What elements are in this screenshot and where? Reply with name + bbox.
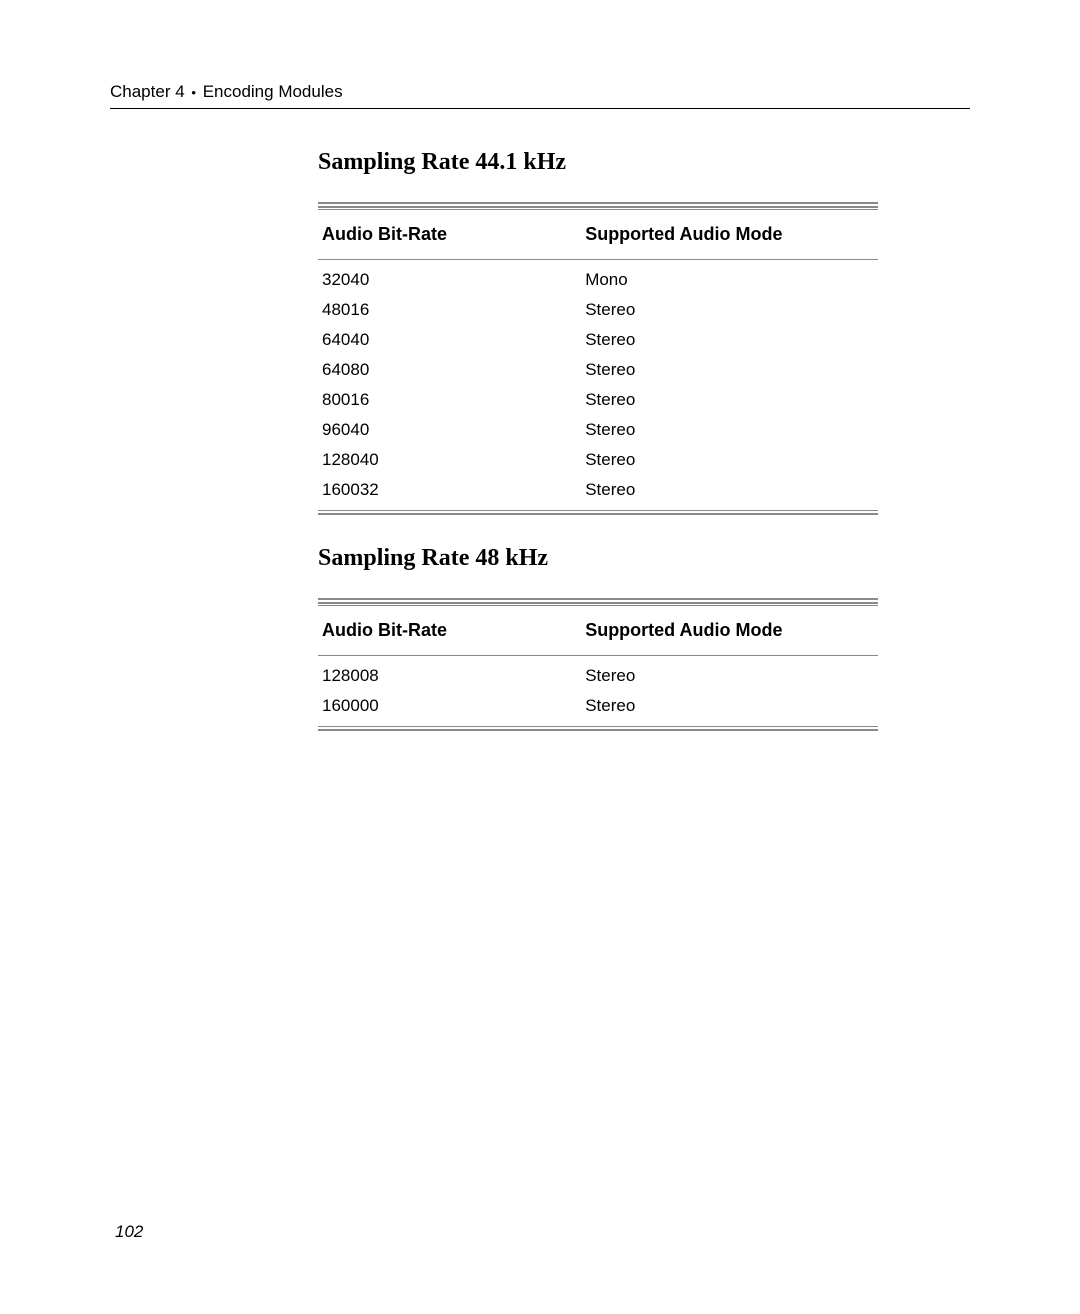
table-inner-48: Audio Bit-Rate Supported Audio Mode 1280… (318, 602, 878, 727)
cell-bitrate: 32040 (318, 260, 581, 296)
col-header-mode: Supported Audio Mode (581, 605, 878, 656)
page-number: 102 (115, 1222, 143, 1242)
page: Chapter 4 • Encoding Modules Sampling Ra… (0, 0, 1080, 1314)
table-row: 80016Stereo (318, 385, 878, 415)
cell-bitrate: 160032 (318, 475, 581, 510)
table-row: 64040Stereo (318, 325, 878, 355)
cell-bitrate: 128008 (318, 656, 581, 692)
table-header-row: Audio Bit-Rate Supported Audio Mode (318, 605, 878, 656)
cell-mode: Stereo (581, 445, 878, 475)
cell-bitrate: 96040 (318, 415, 581, 445)
table-row: 160000Stereo (318, 691, 878, 726)
cell-mode: Stereo (581, 355, 878, 385)
col-header-mode: Supported Audio Mode (581, 209, 878, 260)
table-wrap-48: Audio Bit-Rate Supported Audio Mode 1280… (318, 598, 878, 731)
cell-mode: Stereo (581, 691, 878, 726)
table-inner-44: Audio Bit-Rate Supported Audio Mode 3204… (318, 206, 878, 511)
section-title-48: Sampling Rate 48 kHz (318, 545, 878, 572)
cell-mode: Stereo (581, 325, 878, 355)
section-title-44: Sampling Rate 44.1 kHz (318, 149, 878, 176)
chapter-prefix: Chapter 4 (110, 82, 185, 101)
content-area: Sampling Rate 44.1 kHz Audio Bit-Rate Su… (318, 149, 878, 731)
col-header-bitrate: Audio Bit-Rate (318, 605, 581, 656)
col-header-bitrate: Audio Bit-Rate (318, 209, 581, 260)
table-48: Audio Bit-Rate Supported Audio Mode 1280… (318, 603, 878, 726)
cell-bitrate: 128040 (318, 445, 581, 475)
table-row: 128040Stereo (318, 445, 878, 475)
cell-bitrate: 64040 (318, 325, 581, 355)
table-row: 48016Stereo (318, 295, 878, 325)
table-header-row: Audio Bit-Rate Supported Audio Mode (318, 209, 878, 260)
table-row: 128008Stereo (318, 656, 878, 692)
cell-bitrate: 48016 (318, 295, 581, 325)
cell-mode: Stereo (581, 656, 878, 692)
table-row: 160032Stereo (318, 475, 878, 510)
cell-mode: Stereo (581, 295, 878, 325)
table-44: Audio Bit-Rate Supported Audio Mode 3204… (318, 207, 878, 510)
running-header: Chapter 4 • Encoding Modules (110, 82, 970, 109)
cell-mode: Stereo (581, 385, 878, 415)
cell-mode: Stereo (581, 475, 878, 510)
table-row: 64080Stereo (318, 355, 878, 385)
bullet-icon: • (189, 85, 198, 100)
cell-mode: Mono (581, 260, 878, 296)
cell-bitrate: 64080 (318, 355, 581, 385)
cell-mode: Stereo (581, 415, 878, 445)
table-wrap-44: Audio Bit-Rate Supported Audio Mode 3204… (318, 202, 878, 515)
cell-bitrate: 160000 (318, 691, 581, 726)
table-row: 32040Mono (318, 260, 878, 296)
cell-bitrate: 80016 (318, 385, 581, 415)
chapter-title: Encoding Modules (203, 82, 343, 101)
table-row: 96040Stereo (318, 415, 878, 445)
